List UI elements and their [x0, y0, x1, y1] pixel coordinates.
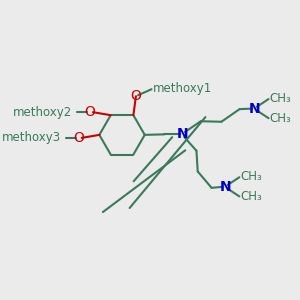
Text: O: O [130, 89, 141, 103]
Text: N: N [177, 128, 188, 141]
Text: CH₃: CH₃ [241, 170, 262, 183]
Text: N: N [249, 102, 260, 116]
Text: methoxy2: methoxy2 [13, 106, 72, 119]
Text: CH₃: CH₃ [241, 190, 262, 203]
Text: CH₃: CH₃ [270, 112, 292, 125]
Text: methoxy1: methoxy1 [153, 82, 213, 95]
Text: CH₃: CH₃ [270, 92, 292, 105]
Text: O: O [85, 105, 95, 119]
Text: O: O [73, 131, 84, 145]
Text: N: N [220, 180, 231, 194]
Text: methoxy3: methoxy3 [2, 131, 61, 144]
